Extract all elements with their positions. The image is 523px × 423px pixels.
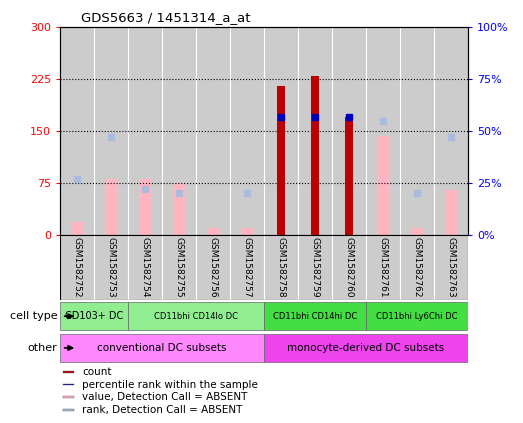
- Bar: [94, 235, 128, 300]
- Text: cell type: cell type: [10, 311, 58, 321]
- Text: GSM1582758: GSM1582758: [277, 237, 286, 297]
- Bar: [94, 27, 128, 235]
- Text: GDS5663 / 1451314_a_at: GDS5663 / 1451314_a_at: [81, 11, 250, 24]
- Bar: [366, 302, 468, 330]
- Bar: [298, 235, 332, 300]
- Text: GSM1582752: GSM1582752: [73, 237, 82, 297]
- Bar: [445, 190, 457, 235]
- Bar: [411, 228, 423, 235]
- Bar: [277, 86, 285, 235]
- Text: GSM1582762: GSM1582762: [413, 237, 422, 297]
- Bar: [207, 228, 219, 235]
- Bar: [128, 27, 162, 235]
- Bar: [230, 235, 264, 300]
- Bar: [196, 235, 230, 300]
- Bar: [230, 27, 264, 235]
- Text: conventional DC subsets: conventional DC subsets: [97, 343, 227, 353]
- Bar: [128, 235, 162, 300]
- Text: GSM1582759: GSM1582759: [311, 237, 320, 297]
- Bar: [60, 27, 94, 235]
- Bar: [60, 334, 264, 362]
- Bar: [264, 334, 468, 362]
- Bar: [196, 27, 230, 235]
- Bar: [264, 302, 366, 330]
- Text: GSM1582756: GSM1582756: [209, 237, 218, 297]
- Text: CD11bhi CD14lo DC: CD11bhi CD14lo DC: [154, 312, 238, 321]
- Text: rank, Detection Call = ABSENT: rank, Detection Call = ABSENT: [82, 405, 243, 415]
- Text: count: count: [82, 367, 112, 377]
- Bar: [63, 396, 74, 398]
- Bar: [298, 27, 332, 235]
- Text: CD11bhi CD14hi DC: CD11bhi CD14hi DC: [273, 312, 357, 321]
- Bar: [71, 222, 83, 235]
- Bar: [162, 27, 196, 235]
- Bar: [366, 235, 400, 300]
- Text: GSM1582763: GSM1582763: [447, 237, 456, 297]
- Text: monocyte-derived DC subsets: monocyte-derived DC subsets: [288, 343, 445, 353]
- Bar: [63, 384, 74, 385]
- Bar: [241, 228, 253, 235]
- Bar: [434, 235, 468, 300]
- Bar: [400, 27, 434, 235]
- Bar: [434, 27, 468, 235]
- Text: GSM1582761: GSM1582761: [379, 237, 388, 297]
- Bar: [345, 117, 353, 235]
- Text: GSM1582760: GSM1582760: [345, 237, 354, 297]
- Bar: [162, 235, 196, 300]
- Bar: [311, 76, 319, 235]
- Bar: [60, 235, 94, 300]
- Bar: [105, 179, 117, 235]
- Bar: [377, 136, 389, 235]
- Bar: [173, 183, 185, 235]
- Text: percentile rank within the sample: percentile rank within the sample: [82, 379, 258, 390]
- Bar: [332, 235, 366, 300]
- Text: GSM1582753: GSM1582753: [107, 237, 116, 297]
- Bar: [332, 27, 366, 235]
- Bar: [128, 302, 264, 330]
- Text: other: other: [28, 343, 58, 353]
- Text: value, Detection Call = ABSENT: value, Detection Call = ABSENT: [82, 392, 248, 402]
- Text: GSM1582755: GSM1582755: [175, 237, 184, 297]
- Bar: [366, 27, 400, 235]
- Bar: [60, 302, 128, 330]
- Bar: [400, 235, 434, 300]
- Text: CD103+ DC: CD103+ DC: [65, 311, 123, 321]
- Bar: [63, 371, 74, 373]
- Text: GSM1582754: GSM1582754: [141, 237, 150, 297]
- Bar: [264, 27, 298, 235]
- Bar: [63, 409, 74, 411]
- Text: CD11bhi Ly6Chi DC: CD11bhi Ly6Chi DC: [377, 312, 458, 321]
- Text: GSM1582757: GSM1582757: [243, 237, 252, 297]
- Bar: [264, 235, 298, 300]
- Bar: [139, 179, 151, 235]
